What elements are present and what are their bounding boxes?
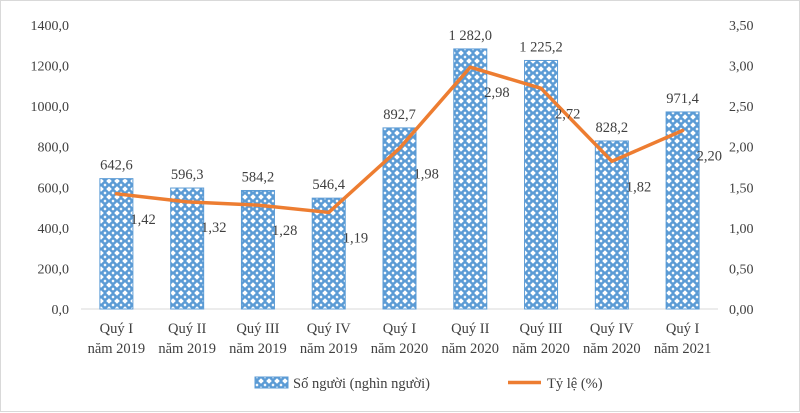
legend-label-bars: Số người (nghìn người)	[293, 376, 430, 392]
x-tick-label: năm 2020	[512, 341, 570, 357]
x-tick-label: năm 2019	[88, 341, 146, 357]
x-tick-label: Quý I	[666, 321, 700, 337]
bar	[383, 128, 416, 309]
bar	[241, 190, 274, 309]
x-tick-label: Quý III	[520, 321, 563, 337]
bar-data-label: 971,4	[666, 91, 699, 107]
line-data-label: 1,28	[272, 223, 297, 239]
bar-data-label: 1 282,0	[449, 28, 493, 44]
line-data-label: 1,19	[343, 230, 368, 246]
y-right-tick-label: 0,50	[729, 262, 754, 277]
bar-data-label: 584,2	[242, 169, 275, 185]
line-data-label: 2,98	[484, 85, 509, 101]
bar-data-label: 546,4	[312, 177, 345, 193]
bar-data-label: 642,6	[100, 158, 133, 174]
line-data-label: 2,72	[555, 106, 580, 122]
y-right-tick-label: 3,50	[729, 19, 754, 34]
x-tick-label: Quý I	[383, 321, 417, 337]
bar	[666, 112, 699, 309]
x-tick-label: năm 2020	[441, 341, 499, 357]
bar	[312, 198, 345, 309]
y-right-tick-label: 1,50	[729, 181, 754, 196]
line-data-label: 1,42	[130, 212, 155, 228]
bar	[454, 49, 487, 309]
legend: Số người (nghìn người) Tỷ lệ (%)	[255, 376, 603, 392]
y-right-tick-label: 0,00	[729, 303, 754, 318]
x-tick-label: Quý II	[451, 321, 489, 337]
y-left-tick-label: 800,0	[38, 141, 70, 156]
x-tick-label: năm 2020	[371, 341, 429, 357]
y-right-tick-label: 2,50	[729, 100, 754, 115]
x-tick-label: Quý IV	[307, 321, 351, 337]
y-left-tick-label: 600,0	[38, 181, 70, 196]
y-right-tick-label: 1,00	[729, 222, 754, 237]
x-tick-label: năm 2020	[583, 341, 641, 357]
line-data-label: 1,98	[414, 166, 439, 182]
y-right-tick-label: 2,00	[729, 141, 754, 156]
line-data-label: 2,20	[697, 148, 722, 164]
bar-data-label: 828,2	[596, 120, 629, 136]
line-data-label: 1,32	[201, 220, 226, 236]
y-left-tick-label: 200,0	[38, 262, 70, 277]
y-right-tick-label: 3,00	[729, 60, 754, 75]
y-left-tick-label: 1400,0	[31, 19, 70, 34]
y-left-tick-label: 1200,0	[31, 60, 70, 75]
y-left-tick-label: 1000,0	[31, 100, 70, 115]
legend-swatch-bars	[255, 377, 288, 388]
x-tick-label: Quý III	[236, 321, 279, 337]
x-tick-label: Quý IV	[590, 321, 634, 337]
legend-label-line: Tỷ lệ (%)	[547, 376, 603, 392]
line-data-label: 1,82	[626, 179, 651, 195]
y-left-tick-label: 0,0	[52, 303, 70, 318]
x-tick-label: năm 2019	[229, 341, 287, 357]
x-tick-label: năm 2019	[158, 341, 216, 357]
x-tick-label: năm 2021	[654, 341, 712, 357]
y-left-tick-label: 400,0	[38, 222, 70, 237]
bar-data-label: 892,7	[383, 107, 416, 123]
x-tick-label: năm 2019	[300, 341, 358, 357]
x-tick-label: Quý I	[100, 321, 134, 337]
bar	[595, 141, 628, 309]
x-tick-label: Quý II	[168, 321, 206, 337]
bar-data-label: 1 225,2	[519, 39, 563, 55]
bar	[171, 188, 204, 309]
bar	[100, 179, 133, 309]
bar-data-label: 596,3	[171, 167, 204, 183]
